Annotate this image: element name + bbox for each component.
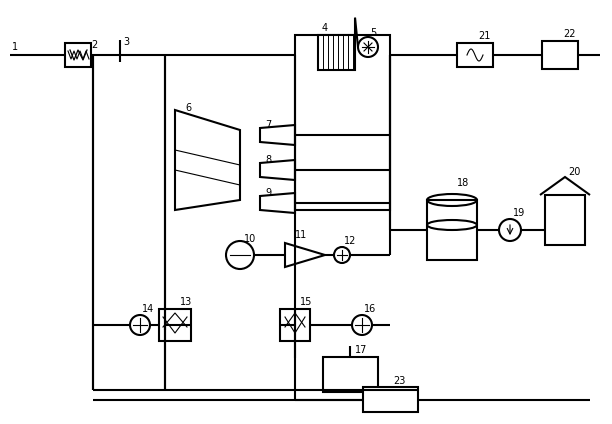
Text: 11: 11 <box>295 230 307 240</box>
Bar <box>363 387 418 412</box>
Text: 2: 2 <box>91 40 97 50</box>
Text: 16: 16 <box>364 304 376 314</box>
Text: 8: 8 <box>265 155 271 165</box>
Bar <box>457 43 493 67</box>
Text: 5: 5 <box>370 28 376 38</box>
Text: 22: 22 <box>563 29 575 39</box>
Text: 19: 19 <box>513 208 525 218</box>
Bar <box>545 195 585 245</box>
Text: 20: 20 <box>568 167 580 177</box>
Text: 3: 3 <box>123 37 129 47</box>
Text: 17: 17 <box>355 345 367 355</box>
Text: 9: 9 <box>265 188 271 198</box>
Bar <box>295 35 390 210</box>
Bar <box>323 357 378 392</box>
Text: 15: 15 <box>300 297 312 307</box>
Bar <box>318 35 355 70</box>
Bar <box>159 309 191 341</box>
Text: 4: 4 <box>322 23 328 33</box>
Bar <box>65 43 91 67</box>
Text: 14: 14 <box>142 304 154 314</box>
Text: 7: 7 <box>265 120 271 130</box>
Bar <box>542 41 578 69</box>
Text: 13: 13 <box>180 297 192 307</box>
Bar <box>280 309 310 341</box>
Text: 10: 10 <box>244 234 256 244</box>
Bar <box>427 200 477 260</box>
Text: 23: 23 <box>393 376 405 386</box>
Text: 18: 18 <box>457 178 469 188</box>
Text: 6: 6 <box>185 103 191 113</box>
Text: 12: 12 <box>344 236 356 246</box>
Text: 1: 1 <box>12 42 18 52</box>
Text: 21: 21 <box>478 31 490 41</box>
